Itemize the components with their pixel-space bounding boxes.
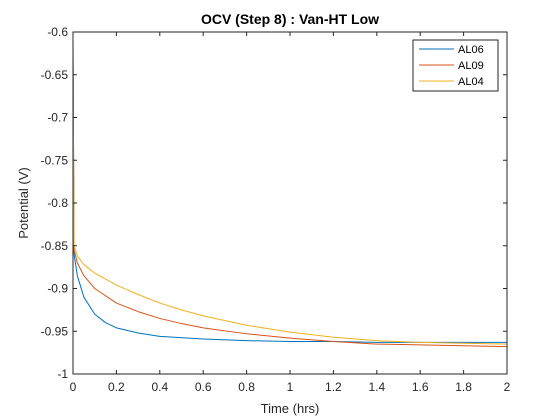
legend-label-al06: AL06: [458, 44, 484, 56]
legend: AL06 AL09 AL04: [412, 39, 499, 92]
x-tick-label: 0.2: [108, 380, 125, 394]
y-tick-label: -0.95: [41, 324, 69, 338]
y-tick-label: -0.85: [41, 239, 69, 253]
y-tick-label: -1: [57, 367, 68, 381]
x-tick-label: 1.4: [368, 380, 385, 394]
series-line-al09: [72, 49, 508, 348]
x-tick-label: 1.6: [412, 380, 429, 394]
x-tick-label: 1: [287, 380, 294, 394]
legend-items: AL06 AL09 AL04: [419, 44, 484, 88]
legend-label-al04: AL04: [458, 76, 484, 88]
series-layer: [72, 49, 508, 348]
series-line-al04: [72, 49, 508, 345]
x-tick-label: 0: [70, 380, 77, 394]
y-tick-label: -0.6: [47, 25, 68, 39]
tick-labels-layer: 0 0.2 0.4 0.6 0.8 1 1.2 1.4 1.6 1.8 2 -1 -0.95 -0.9 -0…: [41, 25, 511, 394]
chart-title: OCV (Step 8) : Van-HT Low: [201, 11, 379, 27]
series-line-al06: [72, 49, 507, 343]
legend-label-al09: AL09: [458, 60, 484, 72]
y-axis-label: Potential (V): [16, 167, 31, 239]
y-tick-label: -0.8: [47, 196, 68, 210]
x-tick-label: 0.4: [151, 380, 168, 394]
x-axis-label: Time (hrs): [261, 401, 320, 416]
x-tick-label: 1.8: [455, 380, 472, 394]
x-tick-label: 0.6: [195, 380, 212, 394]
y-tick-label: -0.7: [47, 111, 68, 125]
y-tick-label: -0.75: [41, 153, 69, 167]
x-tick-label: 0.8: [238, 380, 255, 394]
y-tick-label: -0.65: [41, 68, 69, 82]
y-tick-label: -0.9: [47, 282, 68, 296]
x-tick-label: 1.2: [325, 380, 342, 394]
x-tick-label: 2: [504, 380, 511, 394]
axes-layer: [72, 31, 508, 375]
